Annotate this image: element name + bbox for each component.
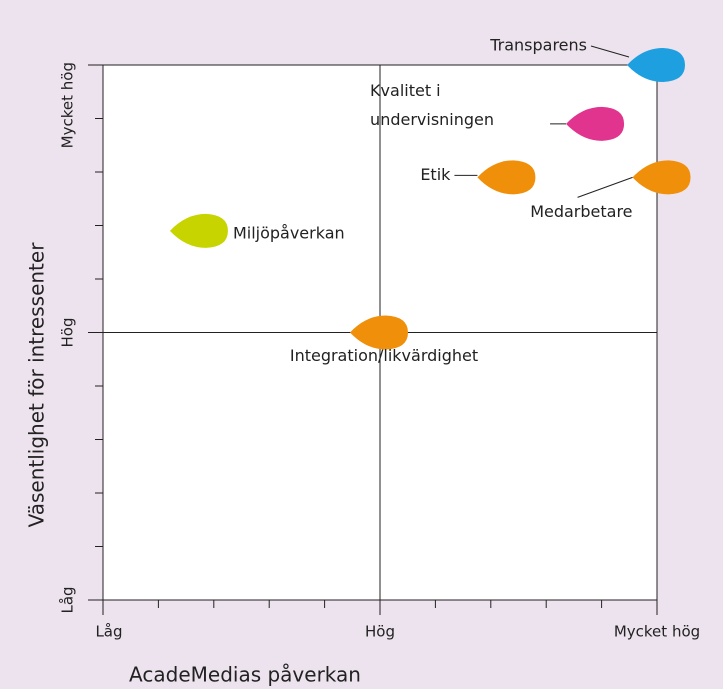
y-tick-label: Mycket hög (59, 62, 77, 148)
y-tick-label: Hög (59, 318, 77, 348)
point-label: Kvalitet i undervisningen (370, 80, 494, 128)
x-tick-label: Mycket hög (614, 623, 700, 641)
leader-line (577, 176, 633, 198)
y-axis-title: Väsentlighet för intressenter (25, 242, 49, 528)
point (632, 160, 691, 195)
point-label: Integration/likvärdighet (290, 346, 478, 365)
point-label: Etik (420, 165, 451, 184)
point-label: Miljöpåverkan (233, 223, 345, 242)
point (477, 160, 536, 195)
point-label: Transparens (489, 36, 587, 55)
x-tick-label: Låg (95, 623, 122, 641)
point-label: Medarbetare (530, 202, 632, 221)
leader-line (590, 45, 630, 58)
y-tick-label: Låg (59, 586, 77, 613)
point (627, 48, 685, 82)
point (169, 213, 228, 248)
point (566, 106, 625, 141)
x-axis-title: AcadeMedias påverkan (129, 663, 361, 687)
x-tick-label: Hög (365, 623, 395, 641)
point (350, 315, 408, 350)
